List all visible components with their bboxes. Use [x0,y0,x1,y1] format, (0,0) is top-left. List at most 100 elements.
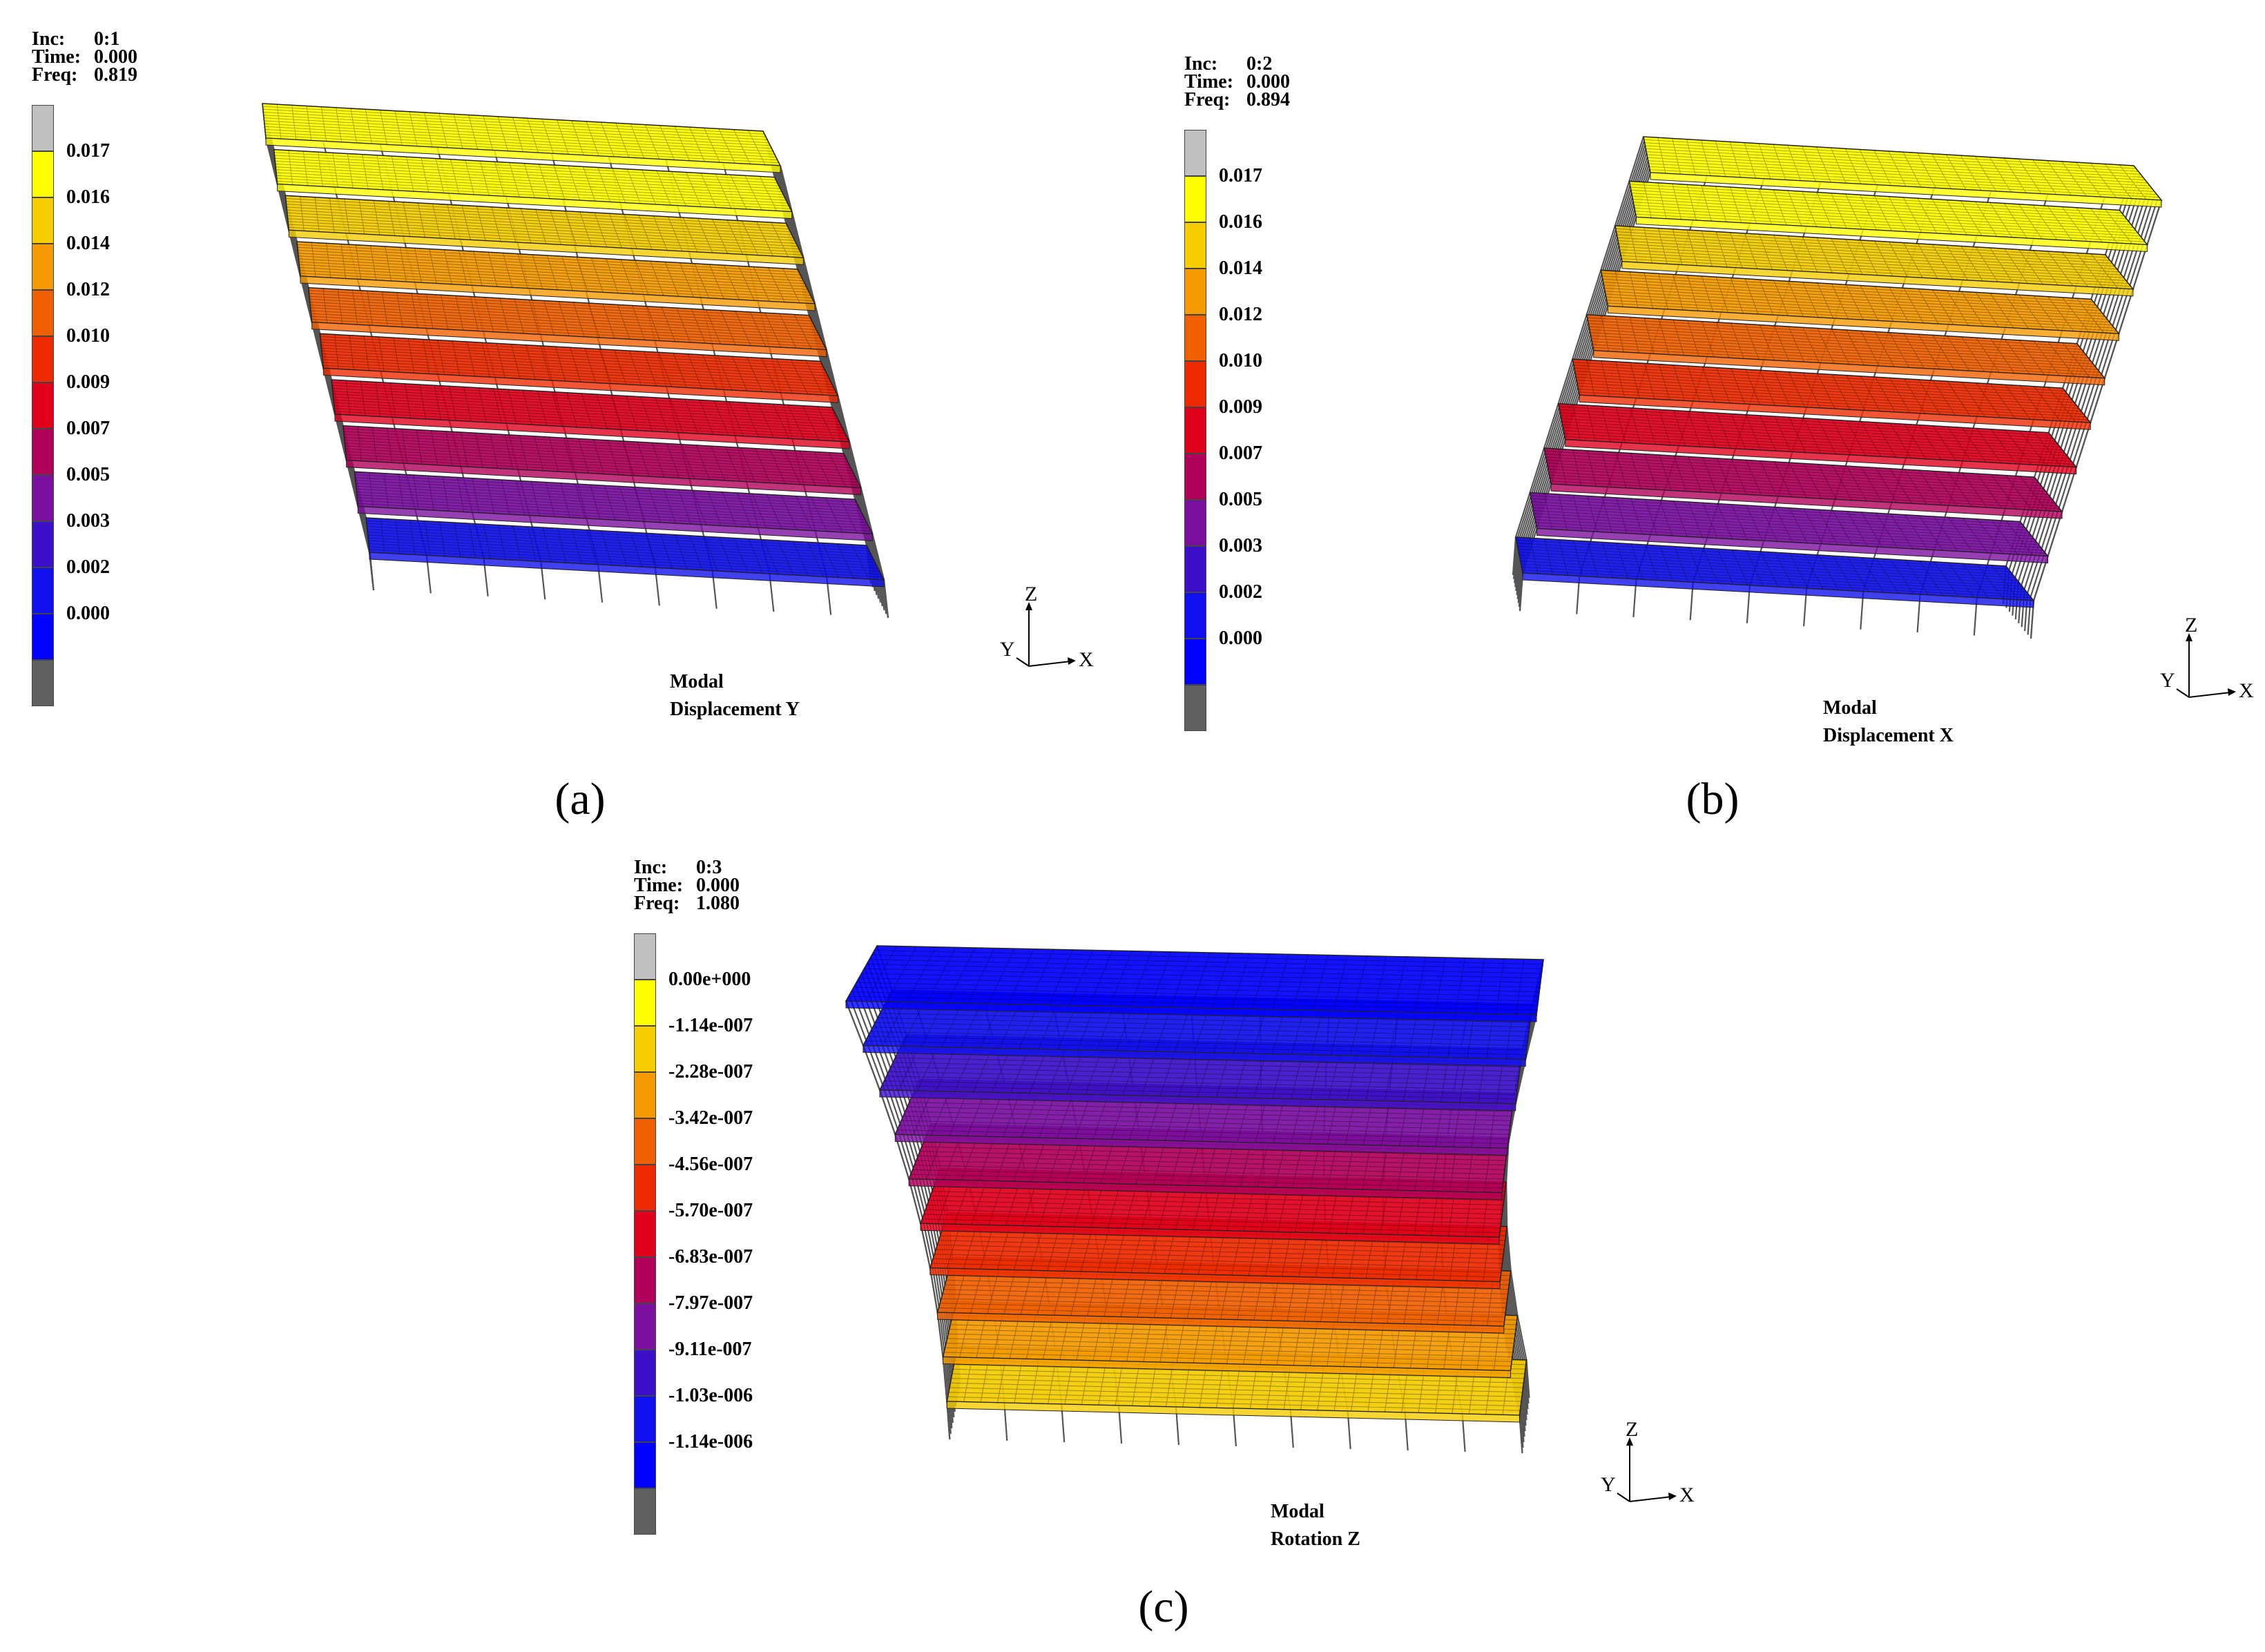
legend-value-label: 0.009 [66,371,110,393]
axis-y-label: Y [1601,1473,1616,1496]
legend-value-label: 0.016 [66,186,110,208]
legend-value-label: 0.010 [66,325,110,347]
floor-slab [307,286,827,358]
legend-value-label: -2.28e-007 [668,1061,753,1082]
legend-swatch [32,151,54,197]
result-caption: Modal Displacement X [1823,697,1954,746]
floor-slab [296,241,816,311]
legend-value-label: -4.56e-007 [668,1154,753,1175]
axis-z-label: Z [1626,1418,1638,1441]
legend-value-label: 0.017 [66,140,110,162]
axis-triad: Z Y X [1000,583,1094,671]
floor-slab [262,103,782,173]
legend-swatch [32,105,54,151]
legend-value-label: 0.016 [1219,211,1262,233]
legend-swatch [1184,685,1206,731]
legend-swatch [1184,454,1206,500]
floor-slab [1628,180,2149,252]
result-caption: Modal Rotation Z [1271,1501,1360,1550]
legend-swatch [1184,222,1206,269]
legend-value-label: 0.005 [66,464,110,485]
floor-slab [331,379,851,449]
floor-slabs [262,103,885,587]
legend-value-label: -9.11e-007 [668,1339,752,1360]
legend-swatch [32,336,54,382]
legend-swatch [32,382,54,429]
legend-value-label: 0.014 [1219,257,1262,279]
axis-y-label: Y [1000,638,1015,661]
legend-value-label: -1.14e-006 [668,1431,753,1452]
info-block: Inc: 0:1 Time: 0.000 Freq: 0.819 [32,28,137,86]
legend-swatch [32,244,54,290]
subfigure-label: (c) [1138,1582,1189,1632]
legend-swatch [634,1303,656,1350]
legend-value-label: -7.97e-007 [668,1292,753,1314]
floor-slab [1515,536,2035,608]
floor-slabs [1515,136,2163,608]
legend-swatch [32,197,54,244]
legend-value-label: 0.012 [1219,304,1262,325]
floor-slab [1614,225,2134,297]
legend-swatch [634,1442,656,1488]
legend-swatch [634,1211,656,1257]
floor-slab [1529,492,2050,564]
legend-swatch [634,980,656,1026]
axis-x-label: X [1079,648,1094,671]
legend-swatch [32,567,54,614]
legend-value-label: 0.002 [1219,581,1262,603]
legend-value-label: 0.010 [1219,350,1262,371]
legend-swatch [634,933,656,980]
floor-slab [1600,269,2120,341]
legend-swatch [1184,639,1206,685]
axis-z-label: Z [1025,583,1037,605]
legend-swatch [1184,407,1206,454]
legend-swatch [634,1350,656,1396]
floor-slabs [845,945,1544,1423]
info-block: Inc: 0:2 Time: 0.000 Freq: 0.894 [1184,53,1290,110]
legend-value-label: 0.009 [1219,396,1262,418]
axis-x-label: X [1679,1484,1695,1506]
legend-swatch [634,1488,656,1535]
legend-value-label: -6.83e-007 [668,1246,753,1267]
legend-swatch [1184,315,1206,361]
legend-swatch [32,614,54,660]
legend-swatch [634,1118,656,1165]
legend-swatch [32,660,54,706]
axis-triad: Z Y X [2160,614,2254,702]
axis-y-label: Y [2160,669,2175,692]
legend-swatch [634,1396,656,1442]
legend-value-label: 0.005 [1219,489,1262,510]
legend-value-label: -5.70e-007 [668,1200,753,1221]
legend-swatch [634,1257,656,1303]
legend-value-label: 0.000 [1219,628,1262,649]
floor-slab [365,517,885,587]
legend-swatch [1184,500,1206,546]
subfigure-label: (b) [1686,774,1739,824]
floor-slab [285,195,804,265]
subfigure-label: (a) [555,774,606,824]
axis-z-label: Z [2185,614,2197,636]
legend-value-label: 0.007 [1219,443,1262,464]
result-caption: Modal Displacement Y [670,671,800,720]
floor-slab [1643,136,2163,208]
legend-swatch [1184,130,1206,176]
legend-value-label: -3.42e-007 [668,1107,753,1129]
legend-value-label: -1.03e-006 [668,1385,753,1406]
building-mesh-model [1512,136,2163,639]
panel-a: Inc: 0:1 Time: 0.000 Freq: 0.819 0.017 0.016… [0,0,1132,849]
legend-swatch [634,1165,656,1211]
legend-swatch [32,290,54,336]
legend-swatch [1184,269,1206,315]
floor-slab [1543,447,2063,519]
floor-slab [1586,313,2106,386]
legend-value-label: 0.007 [66,418,110,439]
floor-slab [273,148,793,220]
legend-swatch [32,475,54,521]
legend-value-label: 0.002 [66,556,110,578]
legend-value-label: 0.014 [66,233,110,254]
floor-slab [1557,402,2078,475]
legend-swatch [1184,592,1206,639]
panel-c: Inc: 0:3 Time: 0.000 Freq: 1.080 0.00e+000 -… [0,849,2265,1652]
legend-swatch [634,1026,656,1072]
axis-x-label: X [2239,679,2254,702]
